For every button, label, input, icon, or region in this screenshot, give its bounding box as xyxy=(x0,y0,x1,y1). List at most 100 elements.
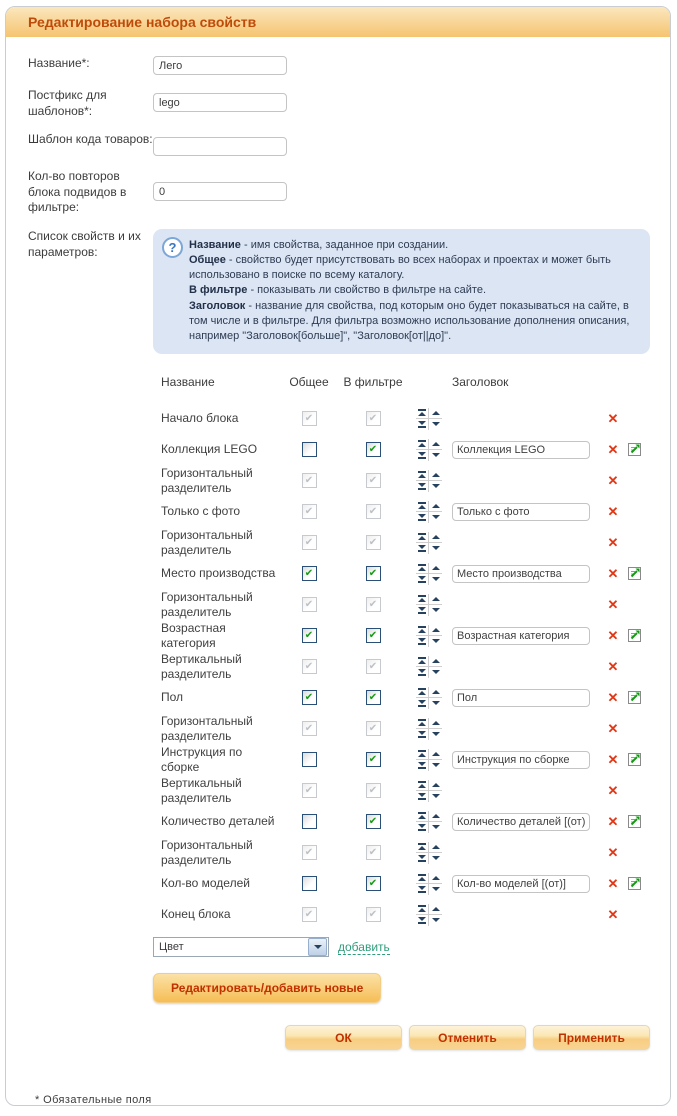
delete-x-icon[interactable]: ✕ xyxy=(607,813,619,829)
common-checkbox[interactable]: ✔ xyxy=(301,628,317,644)
repeat-count-input[interactable] xyxy=(153,182,287,202)
code-template-input[interactable] xyxy=(153,137,287,157)
title-input[interactable] xyxy=(452,689,590,708)
filter-checkbox[interactable]: ✔ xyxy=(365,845,381,861)
common-checkbox[interactable]: ✔ xyxy=(301,721,317,737)
delete-x-icon[interactable]: ✕ xyxy=(607,565,619,581)
filter-checkbox[interactable]: ✔ xyxy=(365,721,381,737)
chevron-down-icon[interactable] xyxy=(308,938,327,957)
filter-checkbox[interactable]: ✔ xyxy=(365,504,381,520)
apply-button[interactable]: Применить xyxy=(533,1025,650,1051)
question-icon: ? xyxy=(162,236,183,258)
reorder-arrows-icon[interactable] xyxy=(416,469,442,492)
reorder-arrows-icon[interactable] xyxy=(416,748,442,771)
reorder-arrows-icon[interactable] xyxy=(416,438,442,461)
common-checkbox[interactable]: ✔ xyxy=(301,535,317,551)
filter-checkbox[interactable]: ✔ xyxy=(365,442,381,458)
field-row-repeat-count: Кол-во повторов блока подвидов в фильтре… xyxy=(28,169,650,216)
reorder-arrows-icon[interactable] xyxy=(416,624,442,647)
filter-checkbox[interactable]: ✔ xyxy=(365,814,381,830)
title-input[interactable] xyxy=(452,503,590,522)
delete-x-icon[interactable]: ✕ xyxy=(607,503,619,519)
edit-pencil-icon[interactable] xyxy=(628,443,652,457)
edit-pencil-icon[interactable] xyxy=(628,629,652,643)
delete-x-icon[interactable]: ✕ xyxy=(607,658,619,674)
title-input[interactable] xyxy=(452,565,590,584)
reorder-arrows-icon[interactable] xyxy=(416,593,442,616)
delete-x-icon[interactable]: ✕ xyxy=(607,844,619,860)
edit-pencil-icon[interactable] xyxy=(628,691,652,705)
filter-checkbox[interactable]: ✔ xyxy=(365,659,381,675)
common-checkbox[interactable]: ✔ xyxy=(301,845,317,861)
property-row: Возрастная категория ✔ ✔ ✕ xyxy=(153,621,650,650)
reorder-arrows-icon[interactable] xyxy=(416,779,442,802)
title-input[interactable] xyxy=(452,441,590,460)
delete-x-icon[interactable]: ✕ xyxy=(607,472,619,488)
title-input[interactable] xyxy=(452,751,590,770)
add-property-link[interactable]: добавить xyxy=(338,939,390,955)
delete-x-icon[interactable]: ✕ xyxy=(607,534,619,550)
delete-x-icon[interactable]: ✕ xyxy=(607,720,619,736)
common-checkbox[interactable]: ✔ xyxy=(301,783,317,799)
filter-checkbox[interactable]: ✔ xyxy=(365,690,381,706)
reorder-arrows-icon[interactable] xyxy=(416,872,442,895)
delete-x-icon[interactable]: ✕ xyxy=(607,441,619,457)
edit-pencil-icon[interactable] xyxy=(628,567,652,581)
delete-x-icon[interactable]: ✕ xyxy=(607,906,619,922)
reorder-arrows-icon[interactable] xyxy=(416,500,442,523)
common-checkbox[interactable] xyxy=(301,442,317,458)
cancel-button[interactable]: Отменить xyxy=(409,1025,526,1051)
filter-checkbox[interactable]: ✔ xyxy=(365,752,381,768)
filter-checkbox[interactable]: ✔ xyxy=(365,628,381,644)
common-checkbox[interactable]: ✔ xyxy=(301,659,317,675)
reorder-arrows-icon[interactable] xyxy=(416,655,442,678)
delete-x-icon[interactable]: ✕ xyxy=(607,875,619,891)
edit-add-new-button[interactable]: Редактировать/добавить новые xyxy=(153,973,382,1004)
property-select[interactable]: Цвет xyxy=(153,937,329,958)
edit-pencil-icon[interactable] xyxy=(628,877,652,891)
edit-pencil-icon[interactable] xyxy=(628,753,652,767)
reorder-arrows-icon[interactable] xyxy=(416,562,442,585)
common-checkbox[interactable]: ✔ xyxy=(301,411,317,427)
common-checkbox[interactable]: ✔ xyxy=(301,566,317,582)
filter-checkbox[interactable]: ✔ xyxy=(365,411,381,427)
filter-checkbox[interactable]: ✔ xyxy=(365,597,381,613)
common-checkbox[interactable]: ✔ xyxy=(301,907,317,923)
title-input[interactable] xyxy=(452,875,590,894)
title-input[interactable] xyxy=(452,627,590,646)
delete-x-icon[interactable]: ✕ xyxy=(607,410,619,426)
reorder-arrows-icon[interactable] xyxy=(416,841,442,864)
postfix-input[interactable] xyxy=(153,93,287,112)
name-input[interactable] xyxy=(153,56,287,75)
common-checkbox[interactable]: ✔ xyxy=(301,690,317,706)
filter-checkbox[interactable]: ✔ xyxy=(365,876,381,892)
filter-checkbox[interactable]: ✔ xyxy=(365,535,381,551)
delete-x-icon[interactable]: ✕ xyxy=(607,596,619,612)
common-checkbox[interactable] xyxy=(301,814,317,830)
common-checkbox[interactable] xyxy=(301,752,317,768)
reorder-arrows-icon[interactable] xyxy=(416,810,442,833)
reorder-arrows-icon[interactable] xyxy=(416,531,442,554)
delete-x-icon[interactable]: ✕ xyxy=(607,627,619,643)
filter-checkbox[interactable]: ✔ xyxy=(365,566,381,582)
delete-x-icon[interactable]: ✕ xyxy=(607,689,619,705)
filter-checkbox[interactable]: ✔ xyxy=(365,473,381,489)
reorder-arrows-icon[interactable] xyxy=(416,903,442,926)
delete-x-icon[interactable]: ✕ xyxy=(607,751,619,767)
common-checkbox[interactable]: ✔ xyxy=(301,504,317,520)
col-header-filter: В фильтре xyxy=(343,375,403,390)
property-name: Горизонтальный разделитель xyxy=(161,714,253,743)
filter-checkbox[interactable]: ✔ xyxy=(365,907,381,923)
delete-x-icon[interactable]: ✕ xyxy=(607,782,619,798)
reorder-arrows-icon[interactable] xyxy=(416,717,442,740)
title-input[interactable] xyxy=(452,813,590,832)
reorder-arrows-icon[interactable] xyxy=(416,686,442,709)
common-checkbox[interactable] xyxy=(301,876,317,892)
filter-checkbox[interactable]: ✔ xyxy=(365,783,381,799)
ok-button[interactable]: ОК xyxy=(285,1025,402,1051)
common-checkbox[interactable]: ✔ xyxy=(301,597,317,613)
edit-pencil-icon[interactable] xyxy=(628,815,652,829)
reorder-arrows-icon[interactable] xyxy=(416,407,442,430)
property-name: Кол-во моделей xyxy=(161,876,250,891)
common-checkbox[interactable]: ✔ xyxy=(301,473,317,489)
